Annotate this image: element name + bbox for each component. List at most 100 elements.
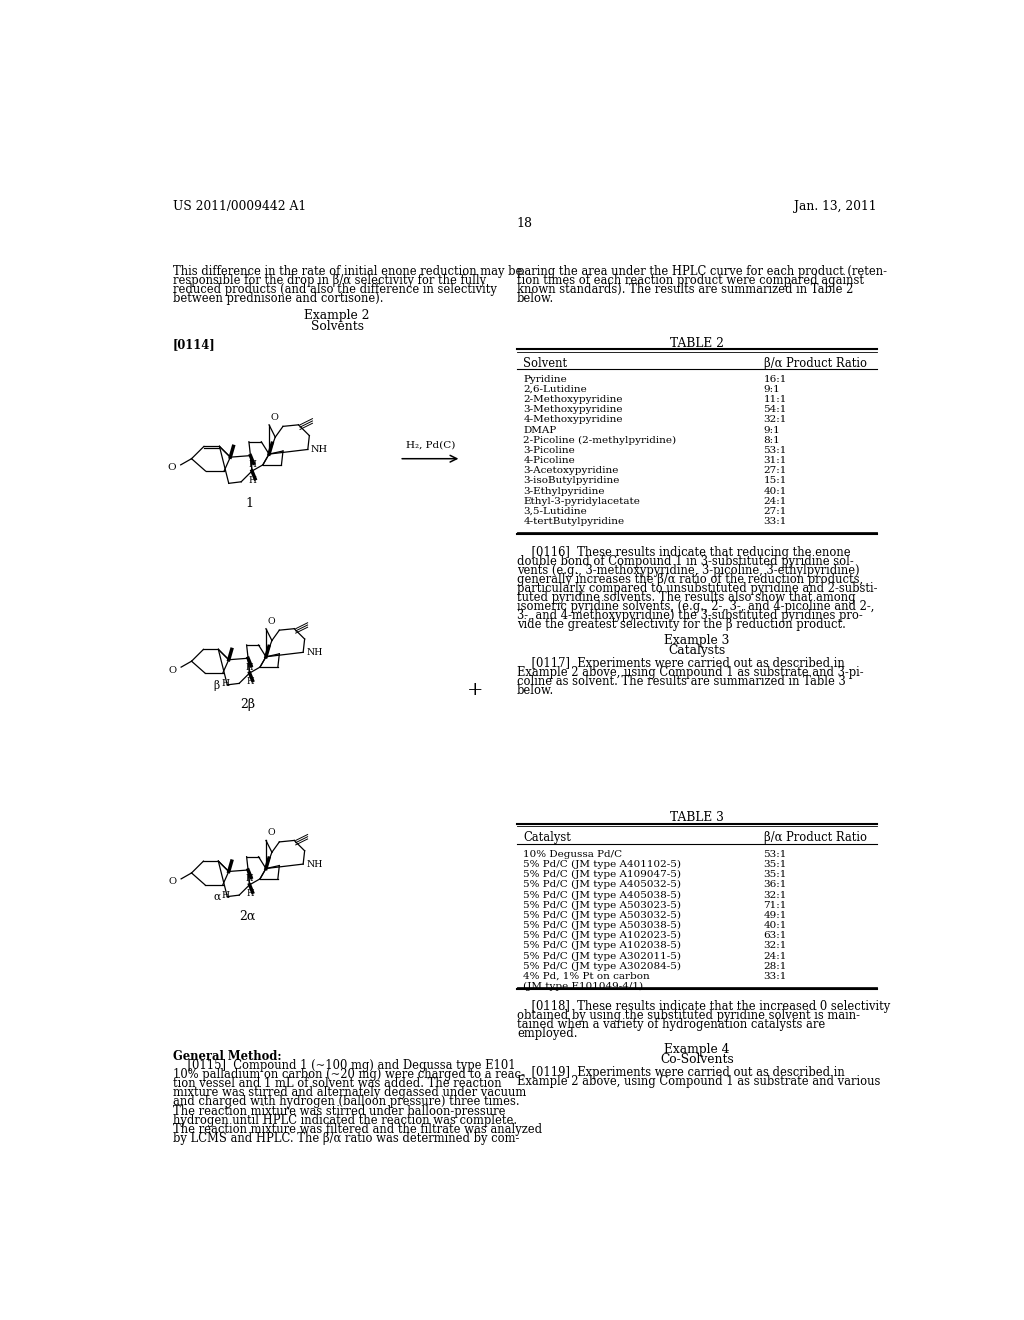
Text: H: H xyxy=(246,663,253,672)
Text: 2-Methoxypyridine: 2-Methoxypyridine xyxy=(523,395,623,404)
Text: 4-Methoxypyridine: 4-Methoxypyridine xyxy=(523,416,623,425)
Text: [0114]: [0114] xyxy=(173,338,216,351)
Text: 71:1: 71:1 xyxy=(764,900,786,909)
Text: 5% Pd/C (JM type A503032-5): 5% Pd/C (JM type A503032-5) xyxy=(523,911,681,920)
Text: 18: 18 xyxy=(517,218,532,231)
Text: Example 2 above, using Compound 1 as substrate and various: Example 2 above, using Compound 1 as sub… xyxy=(517,1074,881,1088)
Text: responsible for the drop in β/α selectivity for the fully: responsible for the drop in β/α selectiv… xyxy=(173,273,486,286)
Text: [0117]  Experiments were carried out as described in: [0117] Experiments were carried out as d… xyxy=(517,657,845,669)
Text: 8:1: 8:1 xyxy=(764,436,780,445)
Text: between prednisone and cortisone).: between prednisone and cortisone). xyxy=(173,292,383,305)
Text: 32:1: 32:1 xyxy=(764,941,786,950)
Text: NH: NH xyxy=(311,445,328,454)
Text: Solvent: Solvent xyxy=(523,358,567,370)
Text: β/α Product Ratio: β/α Product Ratio xyxy=(764,832,866,845)
Text: 24:1: 24:1 xyxy=(764,952,786,961)
Text: 3-Methoxypyridine: 3-Methoxypyridine xyxy=(523,405,623,414)
Text: 3-isoButylpyridine: 3-isoButylpyridine xyxy=(523,477,620,486)
Text: O: O xyxy=(267,616,275,626)
Text: DMAP: DMAP xyxy=(523,425,556,434)
Text: (JM type E101049-4/1): (JM type E101049-4/1) xyxy=(523,982,643,991)
Text: 53:1: 53:1 xyxy=(764,446,786,455)
Text: [0118]  These results indicate that the increased 0 selectivity: [0118] These results indicate that the i… xyxy=(517,1001,890,1012)
Text: tuted pyridine solvents. The results also show that among: tuted pyridine solvents. The results als… xyxy=(517,591,856,605)
Text: General Method:: General Method: xyxy=(173,1051,282,1063)
Text: vents (e.g., 3-methoxypyridine, 3-picoline, 3-ethylpyridine): vents (e.g., 3-methoxypyridine, 3-picoli… xyxy=(517,564,860,577)
Text: 4-tertButylpyridine: 4-tertButylpyridine xyxy=(523,517,625,527)
Text: by LCMS and HPLC. The β/α ratio was determined by com-: by LCMS and HPLC. The β/α ratio was dete… xyxy=(173,1131,519,1144)
Text: 27:1: 27:1 xyxy=(764,466,786,475)
Text: 10% Degussa Pd/C: 10% Degussa Pd/C xyxy=(523,850,623,859)
Text: 4-Picoline: 4-Picoline xyxy=(523,457,575,465)
Text: 3-, and 4-methoxypyridine) the 3-substituted pyridines pro-: 3-, and 4-methoxypyridine) the 3-substit… xyxy=(517,610,863,622)
Text: 33:1: 33:1 xyxy=(764,972,786,981)
Text: 54:1: 54:1 xyxy=(764,405,786,414)
Text: Example 2: Example 2 xyxy=(304,309,370,322)
Text: known standards). The results are summarized in Table 2: known standards). The results are summar… xyxy=(517,282,853,296)
Text: The reaction mixture was filtered and the filtrate was analyzed: The reaction mixture was filtered and th… xyxy=(173,1123,542,1135)
Text: Example 2 above, using Compound 1 as substrate and 3-pi-: Example 2 above, using Compound 1 as sub… xyxy=(517,665,863,678)
Text: coline as solvent. The results are summarized in Table 3: coline as solvent. The results are summa… xyxy=(517,675,846,688)
Text: reduced products (and also the difference in selectivity: reduced products (and also the differenc… xyxy=(173,282,497,296)
Text: [0116]  These results indicate that reducing the enone: [0116] These results indicate that reduc… xyxy=(517,545,851,558)
Text: vide the greatest selectivity for the β reduction product.: vide the greatest selectivity for the β … xyxy=(517,618,846,631)
Text: Jan. 13, 2011: Jan. 13, 2011 xyxy=(795,199,877,213)
Text: 16:1: 16:1 xyxy=(764,375,786,384)
Text: β/α Product Ratio: β/α Product Ratio xyxy=(764,358,866,370)
Text: particularly compared to unsubstituted pyridine and 2-substi-: particularly compared to unsubstituted p… xyxy=(517,582,878,595)
Text: +: + xyxy=(467,681,483,698)
Text: isomeric pyridine solvents, (e.g., 2-, 3-, and 4-picoline and 2-,: isomeric pyridine solvents, (e.g., 2-, 3… xyxy=(517,601,874,614)
Text: TABLE 3: TABLE 3 xyxy=(670,812,724,825)
Text: NH: NH xyxy=(306,859,323,869)
Text: 2-Picoline (2-methylpyridine): 2-Picoline (2-methylpyridine) xyxy=(523,436,677,445)
Text: Ethyl-3-pyridylacetate: Ethyl-3-pyridylacetate xyxy=(523,496,640,506)
Text: 27:1: 27:1 xyxy=(764,507,786,516)
Text: tion times of each reaction product were compared against: tion times of each reaction product were… xyxy=(517,273,864,286)
Text: 35:1: 35:1 xyxy=(764,870,786,879)
Text: tained when a variety of hydrogenation catalysts are: tained when a variety of hydrogenation c… xyxy=(517,1018,825,1031)
Text: below.: below. xyxy=(517,292,554,305)
Text: H: H xyxy=(247,677,254,686)
Text: H: H xyxy=(248,461,256,469)
Text: and charged with hydrogen (balloon pressure) three times.: and charged with hydrogen (balloon press… xyxy=(173,1096,519,1109)
Text: 5% Pd/C (JM type A405032-5): 5% Pd/C (JM type A405032-5) xyxy=(523,880,681,890)
Text: O: O xyxy=(169,878,177,886)
Text: H: H xyxy=(247,890,254,898)
Text: 53:1: 53:1 xyxy=(764,850,786,859)
Text: 5% Pd/C (JM type A102023-5): 5% Pd/C (JM type A102023-5) xyxy=(523,931,681,940)
Text: employed.: employed. xyxy=(517,1027,578,1040)
Text: β: β xyxy=(214,680,220,692)
Text: 5% Pd/C (JM type A503023-5): 5% Pd/C (JM type A503023-5) xyxy=(523,900,681,909)
Text: Solvents: Solvents xyxy=(310,321,364,333)
Text: H: H xyxy=(222,678,229,688)
Text: O: O xyxy=(169,665,177,675)
Text: 5% Pd/C (JM type A401102-5): 5% Pd/C (JM type A401102-5) xyxy=(523,861,681,869)
Text: 5% Pd/C (JM type A503038-5): 5% Pd/C (JM type A503038-5) xyxy=(523,921,681,931)
Text: TABLE 2: TABLE 2 xyxy=(670,337,724,350)
Text: US 2011/0009442 A1: US 2011/0009442 A1 xyxy=(173,199,306,213)
Text: 40:1: 40:1 xyxy=(764,487,786,495)
Text: 28:1: 28:1 xyxy=(764,962,786,970)
Text: 11:1: 11:1 xyxy=(764,395,786,404)
Text: 5% Pd/C (JM type A302011-5): 5% Pd/C (JM type A302011-5) xyxy=(523,952,681,961)
Text: 1: 1 xyxy=(246,498,254,511)
Text: O: O xyxy=(267,829,275,837)
Text: tion vessel and 1 mL of solvent was added. The reaction: tion vessel and 1 mL of solvent was adde… xyxy=(173,1077,502,1090)
Text: 5% Pd/C (JM type A405038-5): 5% Pd/C (JM type A405038-5) xyxy=(523,891,681,900)
Text: 31:1: 31:1 xyxy=(764,457,786,465)
Text: 15:1: 15:1 xyxy=(764,477,786,486)
Text: 3-Ethylpyridine: 3-Ethylpyridine xyxy=(523,487,605,495)
Text: Catalyst: Catalyst xyxy=(523,832,571,845)
Text: 33:1: 33:1 xyxy=(764,517,786,527)
Text: 32:1: 32:1 xyxy=(764,416,786,425)
Text: Example 3: Example 3 xyxy=(665,634,729,647)
Text: 5% Pd/C (JM type A302084-5): 5% Pd/C (JM type A302084-5) xyxy=(523,962,681,970)
Text: 40:1: 40:1 xyxy=(764,921,786,931)
Text: O: O xyxy=(270,413,279,422)
Text: 3-Acetoxypyridine: 3-Acetoxypyridine xyxy=(523,466,618,475)
Text: H: H xyxy=(249,475,257,484)
Text: 36:1: 36:1 xyxy=(764,880,786,890)
Text: 9:1: 9:1 xyxy=(764,425,780,434)
Text: 49:1: 49:1 xyxy=(764,911,786,920)
Text: 35:1: 35:1 xyxy=(764,861,786,869)
